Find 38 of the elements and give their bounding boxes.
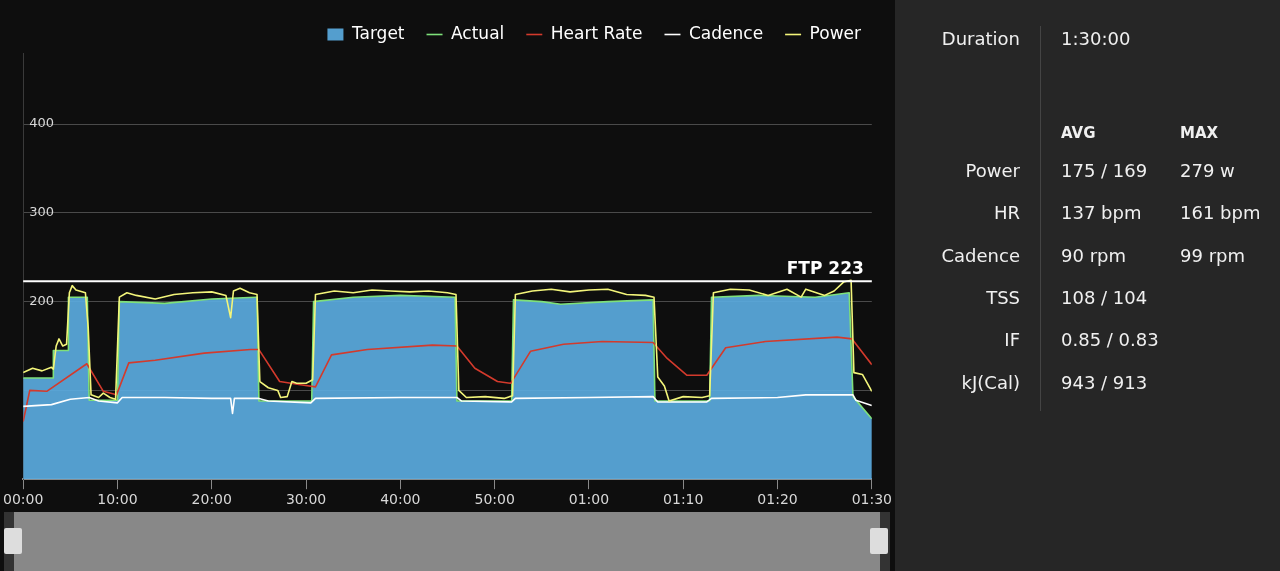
x-tick-label: 00:00	[2, 491, 44, 508]
x-tick-label: 01:30	[851, 491, 893, 508]
text: MAX	[1180, 124, 1219, 142]
text: 279 w	[1180, 160, 1235, 181]
text: Power	[965, 160, 1020, 181]
x-tick-label: 20:00	[191, 491, 232, 508]
x-tick-label: 30:00	[285, 491, 327, 508]
text: IF	[1004, 329, 1020, 350]
x-tick-label: 10:00	[97, 491, 138, 508]
legend-label: Heart Rate	[550, 22, 643, 43]
x-tick-label: 50:00	[474, 491, 515, 508]
text: TSS	[986, 287, 1020, 308]
x-tick-label: 01:10	[663, 491, 704, 508]
y-tick-label: 400	[29, 115, 54, 131]
legend-label: Target	[350, 22, 405, 43]
x-tick-label: 40:00	[380, 491, 421, 508]
text: AVG	[1061, 124, 1096, 142]
text: 175 / 169	[1061, 160, 1148, 181]
text: 1:30:00	[1061, 28, 1131, 49]
text: kJ(Cal)	[961, 372, 1020, 393]
text: HR	[993, 202, 1020, 223]
text: 108 / 104	[1061, 287, 1148, 308]
text: 137 bpm	[1061, 202, 1142, 223]
text: 99 rpm	[1180, 245, 1245, 266]
x-tick-label: 01:20	[757, 491, 798, 508]
text: 161 bpm	[1180, 202, 1261, 223]
legend-label: Cadence	[688, 22, 764, 43]
legend-label: Power	[809, 22, 862, 43]
legend-label: Actual	[451, 22, 505, 43]
x-tick-label: 01:00	[568, 491, 610, 508]
text: Duration	[941, 28, 1020, 49]
text: 943 / 913	[1061, 372, 1148, 393]
text: 90 rpm	[1061, 245, 1126, 266]
y-tick-label: 200	[29, 292, 54, 308]
ref-line-label: FTP 223	[786, 258, 864, 279]
text: Cadence	[941, 245, 1020, 266]
text: 0.85 / 0.83	[1061, 329, 1159, 350]
y-tick-label: 300	[29, 204, 54, 220]
